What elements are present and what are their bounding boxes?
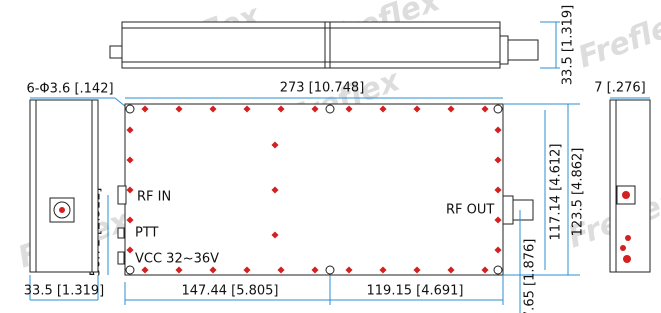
drawing: Freflex Freflex Freflex Freflex Freflex … — [0, 0, 661, 313]
dimension: 123.5 [4.862] — [571, 148, 586, 237]
front-view: 273 [10.748] 6-Φ3.6 [.142] RF IN RF OUT … — [26, 81, 585, 313]
dimension: 47.65 [1.876] — [523, 239, 538, 313]
dimension: 117.14 [4.612] — [549, 144, 564, 241]
port-label: RF IN — [137, 190, 171, 205]
dimension: 33.5 [1.319] — [561, 5, 576, 85]
dimension: 33.5 [1.319] — [24, 284, 104, 299]
dimension: 119.15 [4.691] — [367, 284, 464, 299]
front-body — [125, 104, 503, 275]
dimension: 273 [10.748] — [280, 81, 365, 96]
top-body — [122, 22, 500, 68]
port-label: PTT — [135, 226, 159, 241]
port-label: VCC 32~36V — [135, 252, 219, 267]
port-label: RF OUT — [446, 203, 494, 218]
watermark: Freflex — [574, 2, 661, 75]
left-body — [30, 100, 98, 272]
left-view: 33.5 [1.319] — [24, 100, 104, 300]
dimension: 7 [.276] — [594, 81, 646, 96]
hole-note: 6-Φ3.6 [.142] — [26, 82, 113, 97]
dimension: 147.44 [5.805] — [182, 284, 279, 299]
